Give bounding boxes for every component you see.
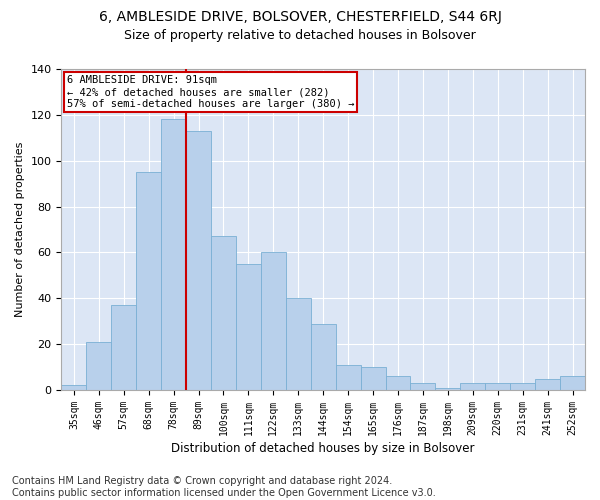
Bar — [236, 264, 261, 390]
Bar — [111, 305, 136, 390]
Bar — [286, 298, 311, 390]
Bar — [460, 383, 485, 390]
Text: Size of property relative to detached houses in Bolsover: Size of property relative to detached ho… — [124, 29, 476, 42]
Bar — [485, 383, 510, 390]
Bar — [261, 252, 286, 390]
Bar — [186, 131, 211, 390]
Bar — [560, 376, 585, 390]
Bar — [410, 383, 436, 390]
Bar — [136, 172, 161, 390]
Bar — [61, 386, 86, 390]
Bar — [335, 365, 361, 390]
Bar — [361, 367, 386, 390]
Bar — [510, 383, 535, 390]
Bar — [436, 388, 460, 390]
Bar — [311, 324, 335, 390]
Text: 6 AMBLESIDE DRIVE: 91sqm
← 42% of detached houses are smaller (282)
57% of semi-: 6 AMBLESIDE DRIVE: 91sqm ← 42% of detach… — [67, 76, 354, 108]
Bar — [535, 378, 560, 390]
X-axis label: Distribution of detached houses by size in Bolsover: Distribution of detached houses by size … — [172, 442, 475, 455]
Bar — [86, 342, 111, 390]
Y-axis label: Number of detached properties: Number of detached properties — [15, 142, 25, 317]
Bar — [211, 236, 236, 390]
Text: 6, AMBLESIDE DRIVE, BOLSOVER, CHESTERFIELD, S44 6RJ: 6, AMBLESIDE DRIVE, BOLSOVER, CHESTERFIE… — [98, 10, 502, 24]
Bar — [386, 376, 410, 390]
Text: Contains HM Land Registry data © Crown copyright and database right 2024.
Contai: Contains HM Land Registry data © Crown c… — [12, 476, 436, 498]
Bar — [161, 120, 186, 390]
